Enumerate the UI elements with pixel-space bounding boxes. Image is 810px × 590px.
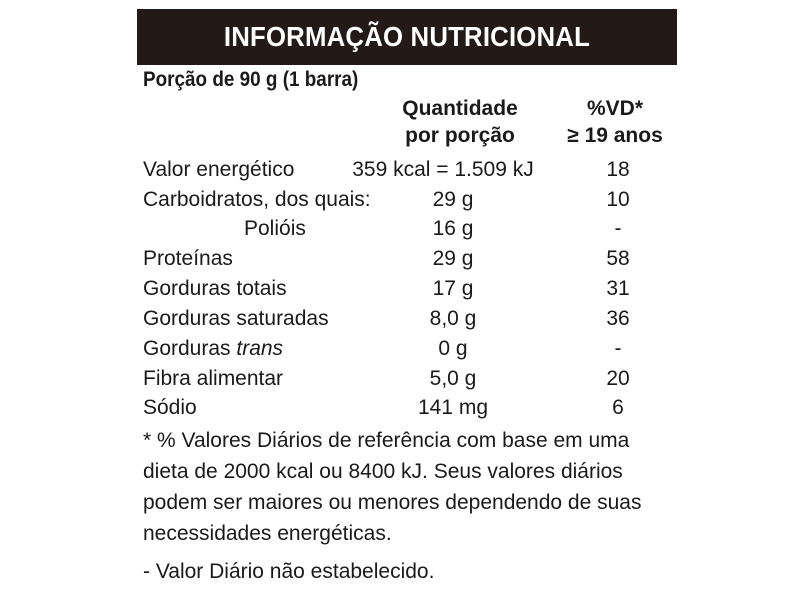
row-daily-value: 58 [606,247,630,270]
row-trans-fat: Gorduras trans 0 g - [143,334,683,364]
header-quantity-line2: por porção [405,124,515,147]
not-established-note: - Valor Diário não estabelecido. [143,560,435,583]
row-daily-value: - [614,337,622,360]
footnote-line: podem ser maiores ou menores dependendo … [143,491,642,514]
footnote-line: * % Valores Diários de referência com ba… [143,429,630,452]
row-quantity: 29 g [432,188,474,211]
header-vd-line1: %VD* [586,97,644,120]
row-sodium: Sódio 141 mg 6 [143,393,683,423]
row-quantity: 0 g [438,337,468,360]
row-carbohydrates: Carboidratos, dos quais: 29 g 10 [143,185,683,215]
footnote-line: dieta de 2000 kcal ou 8400 kJ. Seus valo… [143,460,623,483]
row-label: Fibra alimentar [143,367,284,390]
row-proteins: Proteínas 29 g 58 [143,244,683,274]
row-daily-value: 18 [606,158,630,181]
row-quantity: 17 g [432,277,474,300]
row-label: Gorduras totais [143,277,287,300]
row-label-italic: trans [236,337,284,360]
row-daily-value: 20 [606,367,630,390]
row-quantity: 5,0 g [429,367,477,390]
row-total-fat: Gorduras totais 17 g 31 [143,274,683,304]
row-daily-value: 6 [612,396,624,419]
row-quantity: 16 g [432,217,474,240]
row-daily-value: - [614,217,622,240]
row-quantity: 141 mg [417,396,489,419]
header-vd-line2: ≥ 19 anos [567,124,663,147]
title-banner: INFORMAÇÃO NUTRICIONAL [137,9,677,65]
row-daily-value: 36 [606,307,630,330]
row-label: Carboidratos, dos quais: [143,188,371,211]
header-daily-value: %VD* ≥ 19 anos [540,95,690,149]
portion-size: Porção de 90 g (1 barra) [143,68,359,91]
row-label: Gorduras trans [143,334,283,364]
row-label: Valor energético [143,158,295,181]
row-quantity: 8,0 g [429,307,477,330]
row-label-prefix: Gorduras [143,337,237,360]
header-quantity: Quantidade por porção [360,95,560,149]
row-saturated-fat: Gorduras saturadas 8,0 g 36 [143,304,683,334]
row-label: Sódio [143,396,197,419]
table-title: INFORMAÇÃO NUTRICIONAL [223,21,591,52]
row-fiber: Fibra alimentar 5,0 g 20 [143,364,683,394]
row-polyols: Polióis 16 g - [143,214,683,244]
row-label: Polióis [244,217,306,240]
row-daily-value: 31 [606,277,630,300]
footnote-line: necessidades energéticas. [143,522,392,545]
row-daily-value: 10 [606,188,630,211]
row-quantity: 359 kcal = 1.509 kJ [352,158,534,181]
row-quantity: 29 g [432,247,474,270]
row-label: Proteínas [143,247,233,270]
row-energy: Valor energético 359 kcal = 1.509 kJ 18 [143,155,683,185]
footnote: * % Valores Diários de referência com ba… [143,425,683,549]
header-quantity-line1: Quantidade [402,97,518,120]
row-label: Gorduras saturadas [143,307,329,330]
